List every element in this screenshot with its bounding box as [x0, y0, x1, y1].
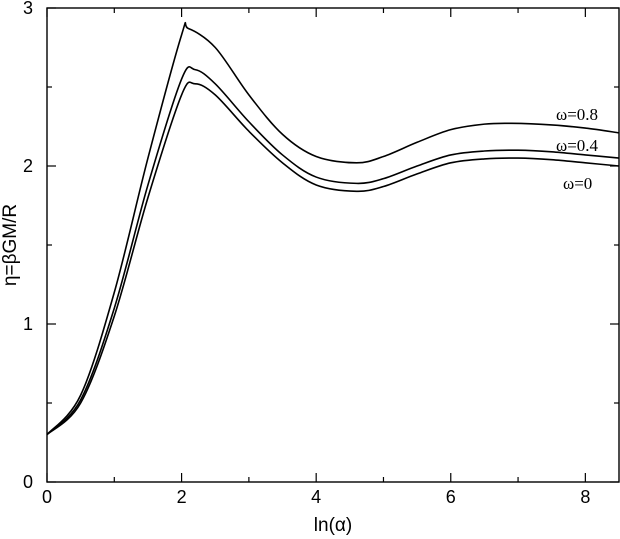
y-tick-label: 1	[23, 314, 33, 334]
x-tick-label: 0	[42, 487, 52, 507]
x-axis-label: ln(α)	[314, 515, 352, 536]
series-line	[46, 22, 620, 436]
x-tick-label: 6	[446, 487, 456, 507]
plot-frame	[46, 7, 620, 483]
series-label: ω=0	[563, 174, 592, 193]
y-axis-label: η=βGM/R	[0, 204, 21, 286]
x-tick-label: 4	[311, 487, 321, 507]
x-tick-label: 8	[580, 487, 590, 507]
y-tick-label: 0	[23, 472, 33, 492]
series-line	[46, 81, 620, 436]
labels-layer: ω=0 ω=0.4 ω=0.8	[556, 105, 599, 193]
curves-layer	[46, 22, 620, 436]
y-tick-label: 2	[23, 156, 33, 176]
y-tick-label: 3	[23, 0, 33, 18]
ticks-layer: 0 2 4 6 8 0 1 2 3	[23, 0, 619, 507]
series-label: ω=0.8	[556, 105, 598, 124]
x-tick-label: 2	[177, 487, 187, 507]
series-label: ω=0.4	[556, 136, 599, 155]
series-line	[46, 66, 620, 436]
